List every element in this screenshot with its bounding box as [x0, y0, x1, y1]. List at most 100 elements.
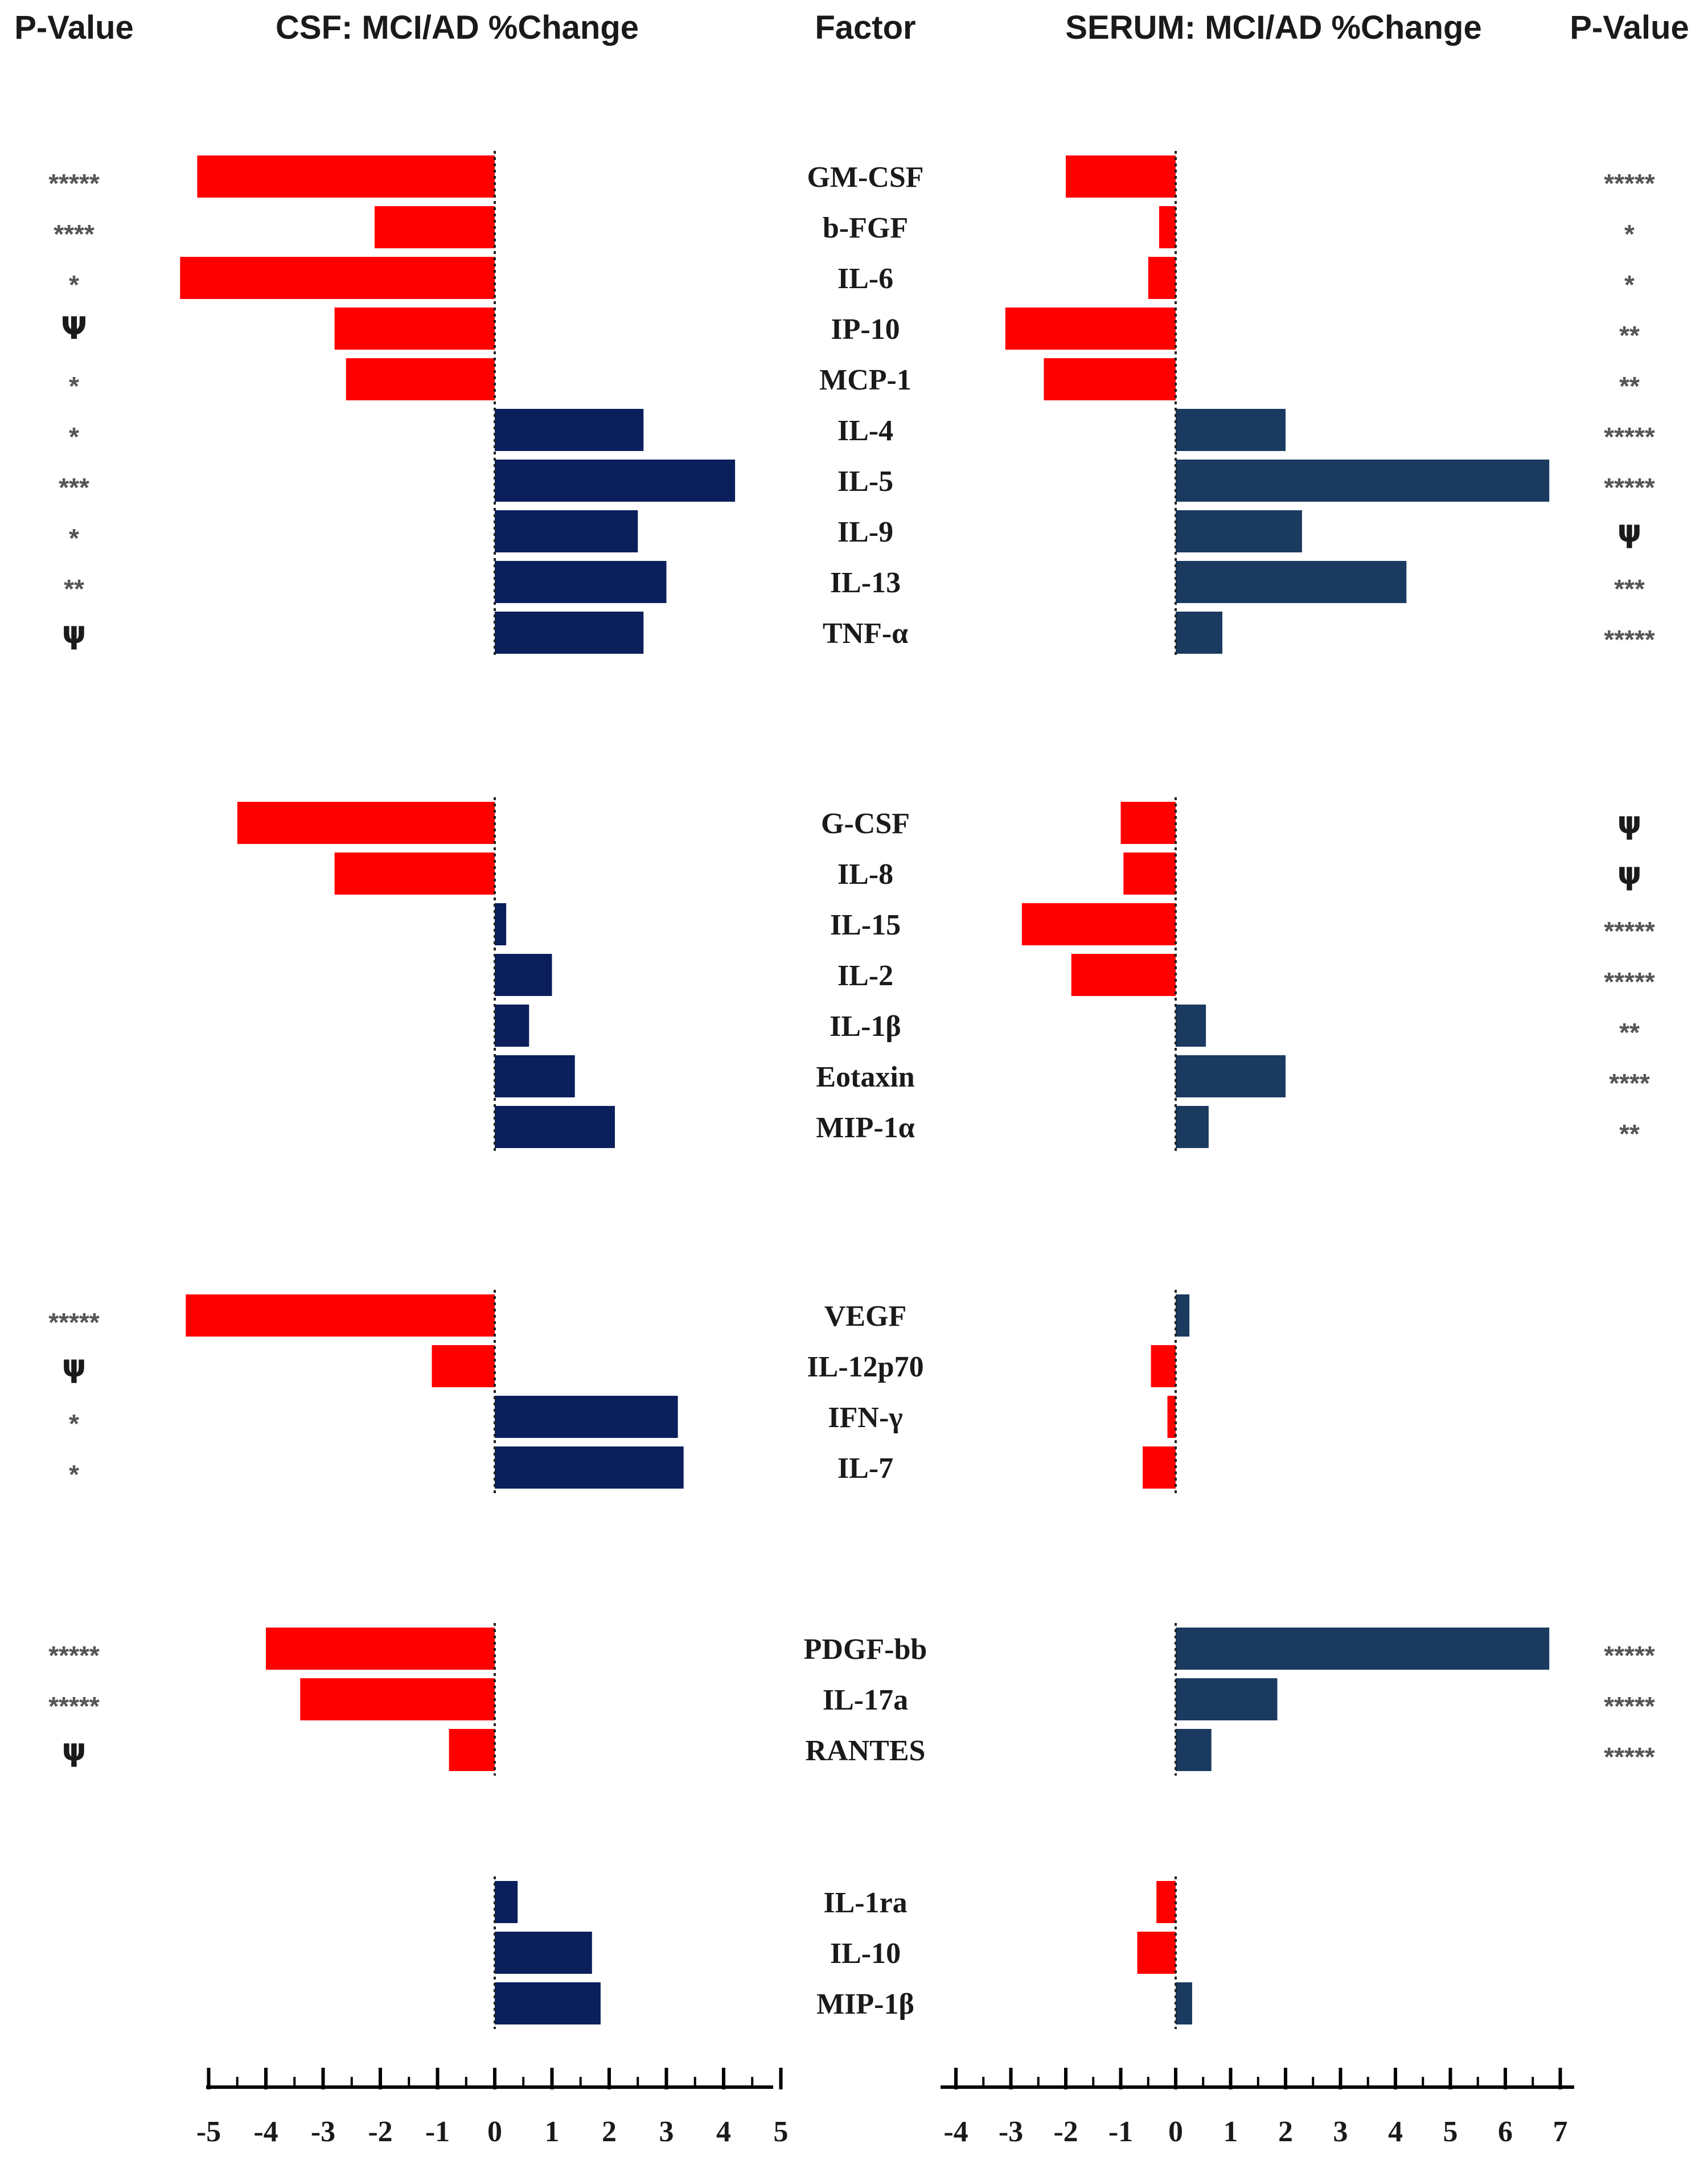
csf-bar-il-2 — [495, 954, 552, 996]
pvalue-csf-rantes: ψ — [62, 1732, 87, 1768]
pvalue-serum-il-13: *** — [1614, 574, 1645, 604]
csf-bar-mcp-1 — [346, 358, 495, 400]
factor-label-mip-1: MIP-1β — [816, 1988, 914, 2020]
csf-bar-il-8 — [334, 853, 495, 895]
header-row: P-Value CSF: MCI/AD %Change Factor SERUM… — [14, 9, 1689, 46]
csf-bar-mip-1 — [495, 1106, 615, 1148]
serum-bar-b-fgf — [1159, 206, 1176, 248]
factor-label-g-csf: G-CSF — [821, 808, 910, 840]
pvalue-serum-il-6: * — [1624, 270, 1635, 300]
csf-bar-eotaxin — [495, 1055, 575, 1097]
csf-bar-rantes — [449, 1729, 495, 1771]
serum-bar-ip-10 — [1005, 308, 1176, 350]
factor-label-eotaxin: Eotaxin — [816, 1061, 914, 1093]
csf-bar-il-6 — [180, 257, 495, 299]
csf-tick-label: 2 — [602, 2116, 617, 2148]
pvalue-serum-b-fgf: * — [1624, 219, 1635, 249]
factor-label-pdgf-bb: PDGF-bb — [804, 1633, 927, 1666]
pvalue-serum-g-csf: ψ — [1617, 805, 1642, 841]
serum-x-axis: -4 -3 -2 -1 0 1 2 3 4 5 6 7 — [941, 2068, 1574, 2148]
factor-label-il-7: IL-7 — [837, 1452, 893, 1485]
serum-tick-label: 7 — [1553, 2116, 1568, 2148]
pvalue-serum-il-5: ***** — [1604, 473, 1655, 502]
csf-bar-il-12p70 — [432, 1345, 495, 1387]
csf-bar-il-9 — [495, 510, 638, 552]
pvalue-left-column: **********Ψ********ψ*****ψ************ψ — [48, 169, 100, 1768]
pvalue-right-column: *********************ψ********ψψ********… — [1604, 169, 1655, 1772]
serum-panel — [1005, 151, 1550, 2029]
pvalue-csf-tnf: ψ — [62, 614, 87, 650]
serum-bar-il-1ra — [1156, 1881, 1176, 1923]
csf-bar-gm-csf — [197, 155, 495, 198]
header-factor: Factor — [815, 9, 915, 46]
pvalue-csf-il-13: ** — [64, 574, 84, 604]
pvalue-csf-ifn: * — [69, 1409, 79, 1438]
serum-bar-mip-1 — [1176, 1106, 1209, 1148]
csf-tick-label: -1 — [425, 2116, 450, 2148]
csf-bar-mip-1 — [495, 1982, 601, 2024]
serum-bar-il-4 — [1176, 409, 1286, 451]
pvalue-csf-pdgf-bb: ***** — [48, 1641, 100, 1670]
serum-tick-label: 5 — [1443, 2116, 1458, 2148]
pvalue-serum-il-2: ***** — [1604, 967, 1655, 997]
factor-label-ip-10: IP-10 — [831, 313, 900, 346]
pvalue-csf-ip-10: Ψ — [61, 310, 87, 346]
pvalue-csf-il-17a: ***** — [48, 1691, 100, 1721]
pvalue-serum-pdgf-bb: ***** — [1604, 1641, 1655, 1670]
pvalue-csf-il-4: * — [69, 422, 79, 452]
csf-tick-label: 3 — [659, 2116, 674, 2148]
serum-tick-label: 2 — [1278, 2116, 1293, 2148]
pvalue-serum-eotaxin: **** — [1609, 1068, 1650, 1098]
pvalue-serum-il-4: ***** — [1604, 422, 1655, 452]
csf-x-axis: -5 -4 -3 -2 -1 0 1 2 3 4 5 — [196, 2068, 789, 2148]
pvalue-csf-gm-csf: ***** — [48, 169, 100, 198]
serum-tick-label: 4 — [1388, 2116, 1403, 2148]
serum-tick-label: 6 — [1498, 2116, 1513, 2148]
csf-tick-label: 1 — [545, 2116, 560, 2148]
csf-bar-il-7 — [495, 1446, 684, 1489]
serum-bar-il-7 — [1143, 1446, 1176, 1489]
csf-bar-il-1ra — [495, 1881, 518, 1923]
serum-bar-mip-1 — [1176, 1982, 1192, 2024]
factor-label-il-8: IL-8 — [837, 858, 893, 891]
header-serum: SERUM: MCI/AD %Change — [1065, 9, 1481, 46]
serum-tick-label: -1 — [1108, 2116, 1133, 2148]
serum-bar-il-13 — [1176, 561, 1407, 603]
factor-label-gm-csf: GM-CSF — [807, 161, 923, 194]
serum-tick-label: -4 — [943, 2116, 968, 2148]
factor-label-vegf: VEGF — [824, 1300, 906, 1333]
factor-label-il-12p70: IL-12p70 — [807, 1351, 923, 1383]
csf-tick-label: -5 — [196, 2116, 221, 2148]
csf-bar-il-15 — [495, 903, 507, 945]
csf-tick-label: -4 — [253, 2116, 278, 2148]
serum-bar-il-12p70 — [1151, 1345, 1176, 1387]
factor-labels: GM-CSF b-FGF IL-6 IP-10 MCP-1 IL-4 IL-5 IL-9 IL-… — [804, 161, 927, 2020]
pvalue-serum-il-1: ** — [1619, 1018, 1640, 1047]
serum-bar-il-8 — [1123, 853, 1176, 895]
csf-bar-b-fgf — [375, 206, 495, 248]
csf-tick-label: -2 — [368, 2116, 392, 2148]
pvalue-csf-il-9: * — [69, 523, 79, 553]
csf-bar-il-17a — [300, 1678, 495, 1720]
serum-bar-mcp-1 — [1044, 358, 1176, 400]
pvalue-csf-il-5: *** — [59, 473, 89, 502]
serum-tick-label: 0 — [1168, 2116, 1183, 2148]
pvalue-serum-rantes: ***** — [1604, 1742, 1655, 1772]
serum-bar-il-9 — [1176, 510, 1302, 552]
serum-bar-il-10 — [1137, 1932, 1176, 1974]
header-pvalue-right: P-Value — [1570, 9, 1689, 46]
factor-label-il-2: IL-2 — [837, 960, 893, 992]
serum-bar-il-2 — [1071, 954, 1176, 996]
serum-bar-il-17a — [1176, 1678, 1278, 1720]
csf-bar-vegf — [186, 1294, 495, 1337]
csf-tick-label: 5 — [774, 2116, 789, 2148]
pvalue-serum-il-15: ***** — [1604, 916, 1655, 946]
serum-bar-eotaxin — [1176, 1055, 1286, 1097]
header-pvalue-left: P-Value — [14, 9, 134, 46]
csf-bar-pdgf-bb — [266, 1628, 495, 1670]
csf-bar-ifn — [495, 1396, 678, 1438]
pvalue-serum-gm-csf: ***** — [1604, 169, 1655, 198]
csf-bar-tnf — [495, 612, 644, 654]
pvalue-serum-mcp-1: ** — [1619, 371, 1640, 401]
pvalue-csf-vegf: ***** — [48, 1308, 100, 1337]
